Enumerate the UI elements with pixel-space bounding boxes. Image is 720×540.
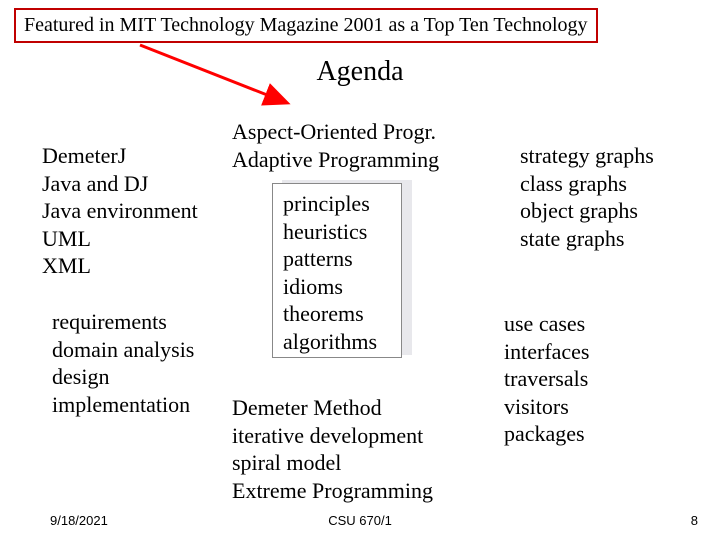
list-item: requirements bbox=[52, 308, 194, 336]
right-list-graphs: strategy graphs class graphs object grap… bbox=[520, 142, 654, 252]
list-item: Java environment bbox=[42, 197, 198, 225]
center-box: principles heuristics patterns idioms th… bbox=[272, 180, 422, 360]
list-item: use cases bbox=[504, 310, 590, 338]
footer-course: CSU 670/1 bbox=[0, 513, 720, 528]
list-item: state graphs bbox=[520, 225, 654, 253]
right-list-concepts: use cases interfaces traversals visitors… bbox=[504, 310, 590, 448]
list-item: traversals bbox=[504, 365, 590, 393]
list-item: Java and DJ bbox=[42, 170, 198, 198]
list-item: strategy graphs bbox=[520, 142, 654, 170]
list-item: principles bbox=[283, 190, 391, 218]
left-list-phases: requirements domain analysis design impl… bbox=[52, 308, 194, 418]
list-item: interfaces bbox=[504, 338, 590, 366]
list-item: packages bbox=[504, 420, 590, 448]
list-item: class graphs bbox=[520, 170, 654, 198]
list-item: visitors bbox=[504, 393, 590, 421]
list-item: implementation bbox=[52, 391, 194, 419]
list-item: object graphs bbox=[520, 197, 654, 225]
center-bottom-list: Demeter Method iterative development spi… bbox=[232, 394, 433, 504]
list-item: design bbox=[52, 363, 194, 391]
center-box-content: principles heuristics patterns idioms th… bbox=[272, 183, 402, 358]
left-list-technologies: DemeterJ Java and DJ Java environment UM… bbox=[42, 142, 198, 280]
page-title: Agenda bbox=[0, 56, 720, 88]
list-item: Aspect-Oriented Progr. bbox=[232, 118, 439, 146]
list-item: heuristics bbox=[283, 218, 391, 246]
list-item: DemeterJ bbox=[42, 142, 198, 170]
list-item: Demeter Method bbox=[232, 394, 433, 422]
list-item: XML bbox=[42, 252, 198, 280]
list-item: spiral model bbox=[232, 449, 433, 477]
list-item: idioms bbox=[283, 273, 391, 301]
list-item: algorithms bbox=[283, 328, 391, 356]
list-item: patterns bbox=[283, 245, 391, 273]
footer-page-number: 8 bbox=[691, 513, 698, 528]
list-item: UML bbox=[42, 225, 198, 253]
featured-banner: Featured in MIT Technology Magazine 2001… bbox=[14, 8, 598, 43]
list-item: Extreme Programming bbox=[232, 477, 433, 505]
center-top-list: Aspect-Oriented Progr. Adaptive Programm… bbox=[232, 118, 439, 173]
list-item: theorems bbox=[283, 300, 391, 328]
list-item: iterative development bbox=[232, 422, 433, 450]
list-item: Adaptive Programming bbox=[232, 146, 439, 174]
list-item: domain analysis bbox=[52, 336, 194, 364]
